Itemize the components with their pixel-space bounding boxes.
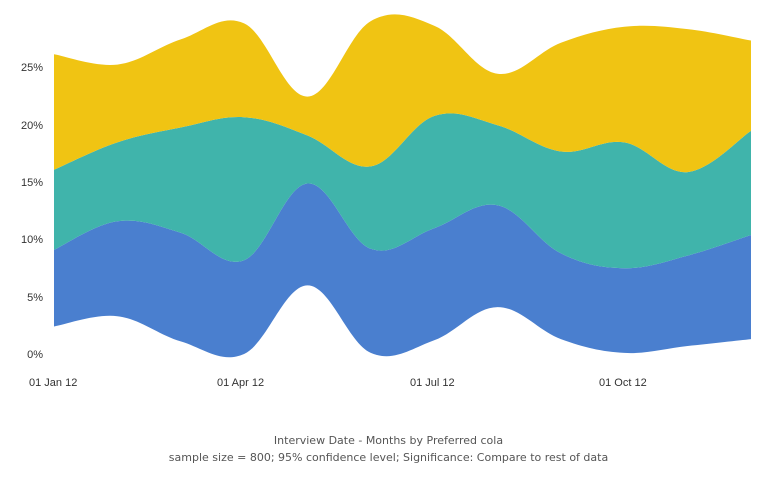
y-tick-0: 0%	[27, 349, 43, 361]
stream-layer-1[interactable]	[54, 183, 751, 358]
x-tick-jan: 01 Jan 12	[29, 377, 78, 389]
x-tick-jul: 01 Jul 12	[410, 377, 455, 389]
x-tick-oct: 01 Oct 12	[599, 377, 647, 389]
chart-caption-subtitle: sample size = 800; 95% confidence level;…	[168, 451, 609, 464]
y-tick-5: 5%	[27, 292, 43, 304]
y-tick-10: 10%	[20, 234, 43, 246]
y-tick-20: 20%	[20, 120, 43, 132]
stream-layer-3[interactable]	[54, 14, 751, 173]
y-tick-25: 25%	[20, 62, 43, 74]
stream-layer-2[interactable]	[54, 113, 751, 269]
chart-caption-title: Interview Date - Months by Preferred col…	[273, 434, 504, 447]
y-tick-15: 15%	[20, 177, 43, 189]
x-tick-apr: 01 Apr 12	[217, 377, 265, 389]
